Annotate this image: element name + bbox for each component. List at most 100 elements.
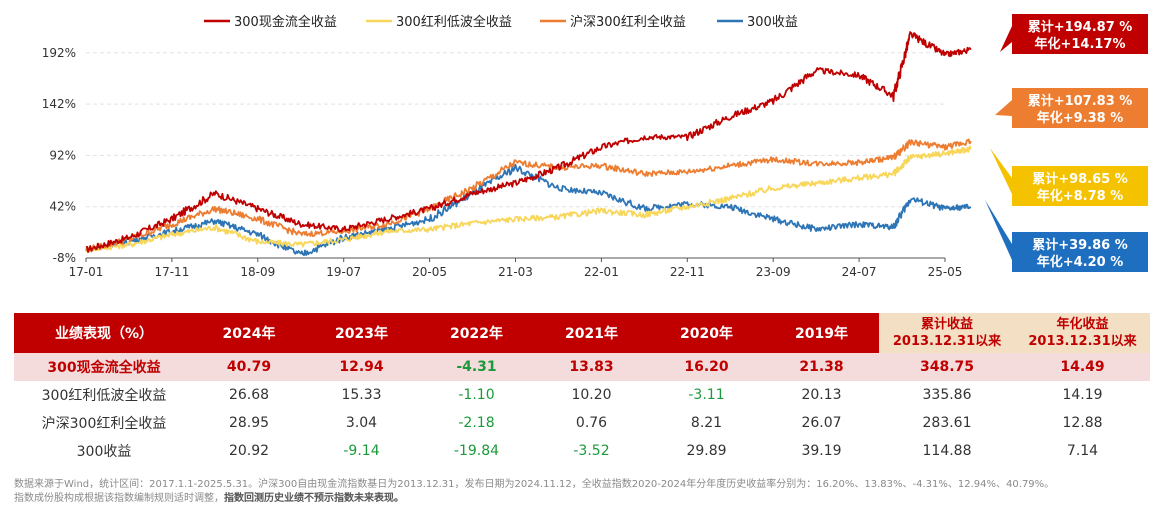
table-cell: -19.84 [453, 443, 500, 459]
callout-annualized: 年化+8.78 % [1037, 188, 1124, 204]
header-line: 年化收益 [1056, 317, 1109, 332]
table-cell: 12.94 [304, 353, 419, 381]
callout-pointer [990, 148, 1012, 194]
table-cell: 7.14 [1066, 443, 1099, 459]
header-line: 2013.12.31以来 [1028, 334, 1137, 349]
header-line: 累计收益 [920, 317, 973, 332]
table-row: 300红利低波全收益 26.68 15.33 -1.10 10.20 -3.11 20.13… [14, 381, 1150, 409]
y-tick-label: 142% [42, 97, 76, 111]
header-cell: 2024年 [194, 313, 304, 353]
table-cell: 26.07 [801, 415, 842, 431]
y-tick-label: 42% [49, 200, 76, 214]
table-cell: 283.61 [922, 415, 972, 431]
row-label: 300红利低波全收益 [41, 388, 167, 404]
header-cell: 2022年 [419, 313, 534, 353]
table-row: 沪深300红利全收益 28.95 3.04 -2.18 0.76 8.21 26.07 283… [14, 409, 1150, 437]
table-cell: 3.04 [345, 415, 378, 431]
callout-pointer [995, 100, 1012, 116]
chart-legend: 300现金流全收益 300红利低波全收益 沪深300红利全收益 300收益 [204, 14, 798, 30]
callout-annualized: 年化+9.38 % [1037, 110, 1124, 126]
table-header-row: 业绩表现（%） 2024年 2023年 2022年 2021年 2020年 20… [14, 313, 1150, 353]
callout-cumulative: 累计+98.65 % [1032, 171, 1128, 187]
table-cell: 40.79 [194, 353, 304, 381]
callout-box [1012, 166, 1148, 206]
table-cell: 26.68 [228, 387, 270, 403]
x-tick-label: 25-05 [928, 265, 963, 279]
table-cell: -9.14 [343, 443, 380, 459]
table-cell: 39.19 [801, 443, 842, 459]
header-cell-cumulative: 累计收益 2013.12.31以来 [879, 313, 1015, 353]
footnote-line: 指数成份股构成根据该指数编制规则适时调整，指数回测历史业绩不预示指数未来表现。 [14, 492, 1154, 506]
legend-label: 300收益 [747, 15, 798, 30]
table-row: 300收益 20.92 -9.14 -19.84 -3.52 29.89 39.19 114.… [14, 437, 1150, 465]
table-row: 300现金流全收益 40.79 12.94 -4.31 13.83 16.20 21.38 3… [14, 353, 1150, 381]
x-tick-label: 24-07 [842, 265, 877, 279]
x-tick-label: 17-11 [154, 265, 189, 279]
y-tick-label: 92% [49, 148, 76, 162]
table-cell: 13.83 [534, 353, 649, 381]
header-line: 2013.12.31以来 [892, 334, 1002, 349]
table-cell: 15.33 [341, 387, 382, 403]
table-cell: -1.10 [458, 387, 495, 403]
x-tick-label: 17-01 [69, 265, 104, 279]
line-chart: 300现金流全收益 300红利低波全收益 沪深300红利全收益 300收益 192%1… [42, 14, 1148, 279]
table-cell: 335.86 [922, 387, 972, 403]
table-cell: 114.88 [922, 443, 972, 459]
table-cell: 29.89 [686, 443, 727, 459]
table-cell: 8.21 [690, 415, 723, 431]
table-cell: 28.95 [228, 415, 270, 431]
callout-annualized: 年化+4.20 % [1037, 254, 1124, 270]
x-tick-label: 19-07 [326, 265, 361, 279]
header-cell: 2023年 [304, 313, 419, 353]
x-tick-label: 21-03 [498, 265, 533, 279]
table-cell: 0.76 [575, 415, 608, 431]
series-line [85, 31, 972, 253]
plot-area [85, 31, 972, 257]
callout-box [1012, 232, 1148, 272]
footnote-line: 数据来源于Wind，统计区间：2017.1.1-2025.5.31。沪深300自… [14, 479, 1055, 490]
header-cell: 2019年 [764, 313, 879, 353]
callout-cumulative: 累计+107.83 % [1028, 93, 1133, 109]
callout-box [1012, 88, 1148, 128]
x-tick-label: 23-09 [756, 265, 791, 279]
footnotes: 数据来源于Wind，统计区间：2017.1.1-2025.5.31。沪深300自… [14, 478, 1154, 506]
callout-annualized: 年化+14.17% [1034, 36, 1125, 52]
callout-pointer [1000, 26, 1012, 52]
x-tick-label: 22-11 [670, 265, 705, 279]
x-tick-label: 20-05 [412, 265, 447, 279]
table-cell: 14.49 [1015, 353, 1150, 381]
table-cell: 12.88 [1062, 415, 1103, 431]
chart-axes: 192% 142% 92% 42% -8%17-01 17-11 18-09 19-07 20-… [42, 46, 963, 279]
performance-table: 业绩表现（%） 2024年 2023年 2022年 2021年 2020年 20… [14, 313, 1150, 465]
legend-label: 300红利低波全收益 [396, 14, 512, 30]
table-cell: -3.52 [573, 443, 610, 459]
callout-cumulative: 累计+194.87 % [1028, 19, 1133, 35]
row-label: 300现金流全收益 [14, 353, 194, 381]
callout-pointer [985, 200, 1012, 260]
table-cell: 14.19 [1062, 387, 1103, 403]
table-cell: 16.20 [649, 353, 764, 381]
x-tick-label: 22-01 [584, 265, 619, 279]
row-label: 沪深300红利全收益 [41, 416, 167, 432]
table-cell: -2.18 [458, 415, 495, 431]
series-line [85, 163, 972, 257]
footnote-text: 指数成份股构成根据该指数编制规则适时调整， [14, 493, 224, 504]
table-cell: 20.13 [801, 387, 842, 403]
header-cell-annualized: 年化收益 2013.12.31以来 [1015, 313, 1150, 353]
header-cell: 2021年 [534, 313, 649, 353]
chart-grid [86, 52, 945, 208]
table-cell: 21.38 [764, 353, 879, 381]
y-tick-label: 192% [42, 46, 76, 60]
table-cell: 20.92 [228, 443, 270, 459]
table-cell: 348.75 [879, 353, 1015, 381]
callout-cumulative: 累计+39.86 % [1032, 237, 1128, 253]
table-cell: 10.20 [571, 387, 612, 403]
x-tick-label: 18-09 [240, 265, 275, 279]
series-line [85, 145, 972, 253]
footnote-bold: 指数回测历史业绩不预示指数未来表现。 [224, 493, 404, 504]
y-tick-label: -8% [53, 251, 76, 265]
table-cell: -3.11 [688, 387, 725, 403]
header-cell: 业绩表现（%） [14, 313, 194, 353]
header-cell: 2020年 [649, 313, 764, 353]
row-label: 300收益 [76, 444, 132, 460]
